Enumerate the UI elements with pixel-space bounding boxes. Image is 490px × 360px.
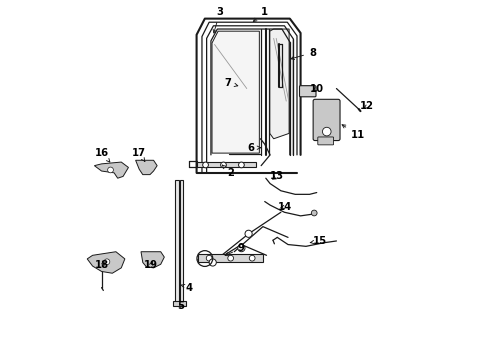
Text: 9: 9	[225, 243, 245, 256]
Circle shape	[209, 259, 216, 266]
Circle shape	[311, 210, 317, 216]
Polygon shape	[270, 29, 289, 139]
Text: 15: 15	[310, 236, 327, 246]
FancyBboxPatch shape	[313, 99, 340, 140]
Polygon shape	[95, 162, 128, 178]
Circle shape	[228, 255, 234, 261]
Circle shape	[108, 167, 113, 173]
Text: 11: 11	[342, 125, 365, 140]
Polygon shape	[198, 253, 263, 262]
Circle shape	[245, 230, 252, 237]
Polygon shape	[136, 160, 157, 175]
Polygon shape	[141, 252, 164, 268]
Text: 16: 16	[95, 148, 110, 162]
Polygon shape	[196, 162, 256, 167]
Text: 17: 17	[132, 148, 146, 161]
FancyBboxPatch shape	[299, 86, 316, 97]
Text: 1: 1	[253, 7, 269, 22]
Polygon shape	[212, 31, 259, 153]
Circle shape	[322, 127, 331, 136]
Text: 18: 18	[95, 260, 109, 270]
Text: 5: 5	[178, 301, 185, 311]
Polygon shape	[87, 252, 125, 273]
Text: 13: 13	[270, 171, 284, 181]
Text: 10: 10	[310, 84, 324, 94]
Circle shape	[206, 255, 212, 261]
Polygon shape	[175, 180, 179, 304]
Circle shape	[239, 162, 245, 168]
Text: 2: 2	[222, 165, 234, 178]
Text: 19: 19	[144, 260, 158, 270]
Circle shape	[104, 259, 110, 265]
Text: 4: 4	[180, 283, 193, 293]
Circle shape	[203, 162, 208, 168]
Circle shape	[249, 255, 255, 261]
Text: 7: 7	[225, 78, 238, 88]
Circle shape	[238, 244, 245, 252]
Text: 8: 8	[291, 48, 316, 59]
Text: 6: 6	[247, 143, 261, 153]
Circle shape	[220, 162, 226, 168]
Text: 14: 14	[277, 202, 292, 212]
Polygon shape	[180, 180, 183, 304]
FancyBboxPatch shape	[318, 137, 334, 145]
Polygon shape	[172, 301, 186, 306]
Text: 12: 12	[360, 102, 374, 112]
Text: 3: 3	[213, 7, 223, 33]
